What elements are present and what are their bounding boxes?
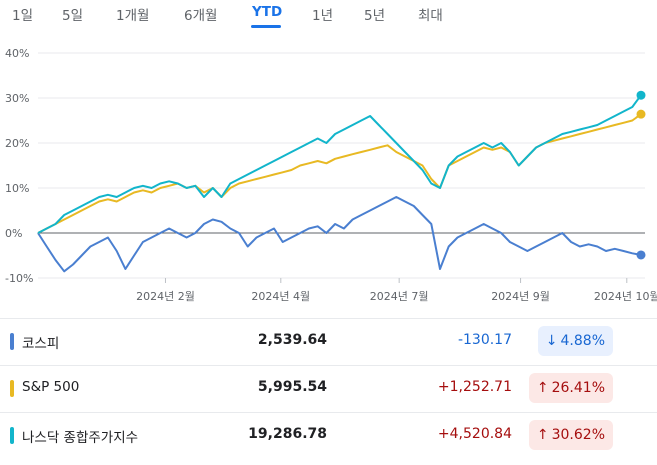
index-row-kospi[interactable]: 코스피 2,539.64 -130.17 ↓ 4.88% — [0, 318, 657, 365]
x-tick-label: 2024년 9월 — [491, 290, 550, 303]
percent-change-badge: ↑ 30.62% — [528, 420, 613, 450]
tab-1d[interactable]: 1일 — [12, 8, 34, 24]
y-tick-label: -10% — [5, 272, 33, 285]
index-change: -130.17 — [457, 332, 512, 348]
series-line-0 — [37, 196, 642, 273]
y-tick-label: 40% — [5, 47, 29, 60]
index-name: 코스피 — [22, 336, 60, 352]
tab-5y[interactable]: 5년 — [364, 8, 386, 24]
tab-5d[interactable]: 5일 — [62, 8, 84, 24]
tab-6m[interactable]: 6개월 — [184, 8, 218, 24]
y-tick-label: 10% — [5, 182, 29, 195]
series-color-marker — [10, 333, 14, 350]
index-change: +4,520.84 — [437, 426, 512, 442]
index-change: +1,252.71 — [437, 379, 512, 395]
index-row-sp500[interactable]: S&P 500 5,995.54 +1,252.71 ↑ 26.41% — [0, 365, 657, 412]
percent-change-value: 26.41% — [551, 380, 605, 396]
tab-1y[interactable]: 1년 — [312, 8, 334, 24]
time-range-tabs: 1일 5일 1개월 6개월 YTD 1년 5년 최대 — [0, 0, 657, 34]
percent-change-value: 4.88% — [560, 333, 605, 349]
series-color-marker — [10, 427, 14, 444]
series-end-dot-2 — [636, 90, 646, 100]
ytd-line-chart: 40% 30% 20% 10% 0% -10% 2024년 2월 2024년 4월 2024년 … — [5, 47, 657, 303]
index-row-nasdaq[interactable]: 나스닥 종합주가지수 19,286.78 +4,520.84 ↑ 30.62% — [0, 412, 657, 459]
tab-ytd[interactable]: YTD — [252, 4, 283, 20]
percent-change-badge: ↑ 26.41% — [528, 373, 613, 403]
series-end-dot-0 — [636, 250, 646, 260]
index-name: 나스닥 종합주가지수 — [22, 430, 139, 446]
x-tick-label: 2024년 2월 — [136, 290, 195, 303]
y-tick-label: 20% — [5, 137, 29, 150]
series-line-2 — [37, 94, 642, 234]
index-price: 19,286.78 — [248, 426, 327, 442]
active-tab-indicator — [251, 25, 281, 28]
percent-change-badge: ↓ 4.88% — [537, 326, 613, 356]
series-color-marker — [10, 380, 14, 397]
x-tick-label: 2024년 7월 — [370, 290, 429, 303]
series-end-dot-1 — [636, 109, 646, 119]
tab-max[interactable]: 최대 — [418, 8, 443, 24]
index-price: 2,539.64 — [257, 332, 327, 348]
arrow-up-icon: ↑ — [536, 380, 549, 396]
x-tick-label: 2024년 10월 — [594, 290, 657, 303]
percent-change-value: 30.62% — [551, 427, 605, 443]
index-name: S&P 500 — [22, 379, 80, 395]
arrow-down-icon: ↓ — [545, 333, 558, 349]
arrow-up-icon: ↑ — [536, 427, 549, 443]
index-price: 5,995.54 — [257, 379, 327, 395]
x-tick-label: 2024년 4월 — [251, 290, 310, 303]
y-tick-label: 30% — [5, 92, 29, 105]
y-tick-label: 0% — [5, 227, 22, 240]
tab-1m[interactable]: 1개월 — [116, 8, 150, 24]
